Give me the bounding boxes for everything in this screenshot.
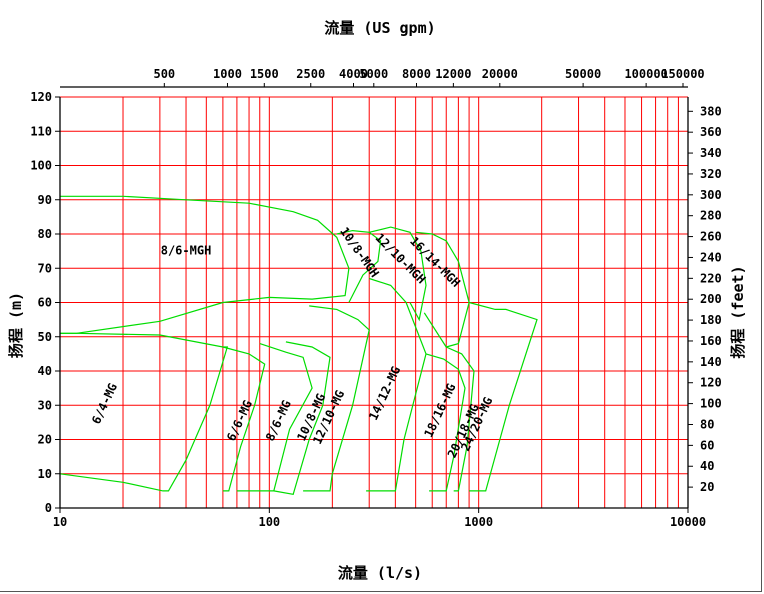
right-tick-label: 180 [700,313,722,327]
y-tick-label: 40 [38,364,52,378]
top-tick-label: 100000 [624,67,667,81]
y-axis-title-left: 扬程 (m) [7,292,25,358]
y-tick-label: 70 [38,261,52,275]
pump-curve [60,195,350,334]
right-tick-label: 60 [700,438,714,452]
y-tick-label: 0 [45,501,52,515]
y-tick-label: 80 [38,227,52,241]
grid [59,96,689,509]
right-tick-label: 40 [700,459,714,473]
top-tick-label: 150000 [661,67,704,81]
top-tick-label: 8000 [402,67,431,81]
top-axis-title: 流量 (US gpm) [324,19,435,37]
right-tick-label: 380 [700,104,722,118]
x-tick-label: 100 [258,515,280,529]
x-tick-label: 1000 [464,515,493,529]
y-tick-label: 50 [38,330,52,344]
right-tick-label: 300 [700,188,722,202]
pump-curve [425,353,466,492]
y-tick-label: 60 [38,296,52,310]
right-tick-label: 360 [700,125,722,139]
y-tick-label: 30 [38,398,52,412]
x-tick-label: 10000 [670,515,706,529]
top-tick-label: 1000 [213,67,242,81]
top-tick-label: 4000 [339,67,368,81]
pump-curve [369,226,427,322]
right-tick-label: 280 [700,209,722,223]
x-axis-title: 流量 (l/s) [338,564,422,582]
pump-curve [273,341,331,495]
pump-curve [336,229,382,303]
y-tick-label: 90 [38,193,52,207]
top-tick-label: 20000 [482,67,518,81]
right-tick-label: 260 [700,230,722,244]
right-tick-label: 240 [700,250,722,264]
y-tick-label: 100 [30,159,52,173]
pump-curve [415,231,470,348]
pump-curve-label: 14/12-MG [366,364,403,422]
top-tick-label: 5000 [359,67,388,81]
right-tick-label: 200 [700,292,722,306]
pump-curve [59,332,229,492]
y-axis-title-right: 扬程 (feet) [729,265,747,358]
right-tick-label: 220 [700,271,722,285]
right-tick-label: 80 [700,417,714,431]
pump-curve [468,301,538,492]
right-tick-label: 140 [700,355,722,369]
right-tick-label: 160 [700,334,722,348]
pump-curve-label: 18/16-MG [421,381,458,439]
right-tick-label: 340 [700,146,722,160]
right-tick-label: 320 [700,167,722,181]
y-tick-label: 120 [30,90,52,104]
top-tick-label: 1500 [250,67,279,81]
pump-curve [445,346,475,492]
right-tick-label: 120 [700,376,722,390]
right-tick-label: 100 [700,397,722,411]
x-tick-label: 10 [53,515,67,529]
right-tick-label: 20 [700,480,714,494]
pump-curve-label: 8/6-MGH [161,244,212,258]
y-tick-label: 110 [30,124,52,138]
pump-curve-label: 10/8-MGH [337,225,382,280]
top-tick-label: 12000 [435,67,471,81]
top-tick-label: 50000 [565,67,601,81]
top-tick-label: 2500 [296,67,325,81]
y-tick-label: 20 [38,433,52,447]
pump-curve-label: 6/4-MG [89,381,120,426]
y-tick-label: 10 [38,467,52,481]
pump-curve [303,305,370,492]
top-tick-label: 500 [153,67,175,81]
pump-curve [222,346,266,492]
